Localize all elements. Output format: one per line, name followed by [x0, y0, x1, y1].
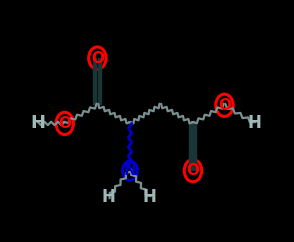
Text: O: O	[58, 116, 71, 131]
Text: H: H	[30, 114, 45, 132]
Text: O: O	[218, 98, 231, 113]
Ellipse shape	[184, 159, 202, 182]
Ellipse shape	[56, 112, 74, 135]
Text: H: H	[101, 188, 115, 206]
Text: O: O	[91, 51, 104, 66]
Text: H: H	[143, 188, 156, 206]
Ellipse shape	[123, 161, 138, 180]
Text: O: O	[186, 163, 200, 178]
Ellipse shape	[89, 47, 106, 69]
Text: H: H	[248, 114, 262, 132]
Ellipse shape	[216, 94, 233, 116]
Text: N: N	[124, 163, 136, 178]
